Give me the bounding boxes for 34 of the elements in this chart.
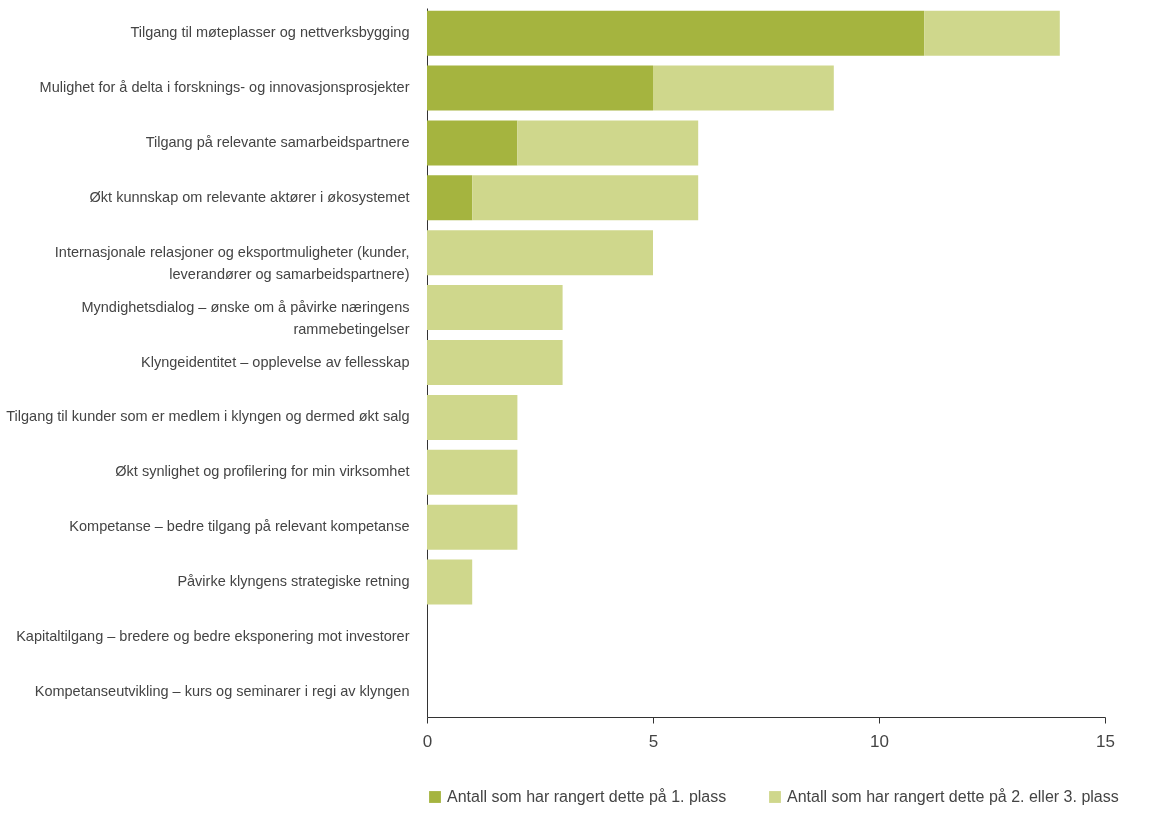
y-tick-label: Internasjonale relasjoner og eksportmuligheter (kunder, leverandører og samarbeidspartnere) [54,243,410,282]
y-tick-label: Økt kunnskap om relevante aktører i økosystemet [89,188,410,205]
bar [427,230,653,276]
y-tick-label: Tilgang til kunder som er medlem i klyngen og dermed økt salg [6,408,410,425]
bar [427,65,653,111]
y-tick-label: Økt synlighet og profilering for min virksomhet [115,463,410,480]
bar [427,285,563,331]
x-tick-label: 15 [1096,731,1115,751]
y-tick-label: Myndighetsdialog – ønske om å påvirke næringens rammebetingelser [81,298,410,337]
bar [427,559,473,605]
bar [472,175,699,221]
y-tick-label: Kapitaltilgang – bredere og bedre eksponering mot investorer [16,627,410,644]
x-tick-label: 0 [422,731,433,751]
bar [427,340,563,385]
y-tick-label: Mulighet for å delta i forsknings- og innovasjonsprosjekter [39,79,410,96]
bar [653,65,834,111]
y-tick-label: Klyngeidentitet – opplevelse av fellesskap [141,353,410,370]
y-tick-label: Kompetanse – bedre tilgang på relevant kompetanse [69,518,410,535]
bar [427,10,925,56]
legend-label: Antall som har rangert dette på 2. eller 3. plass [787,788,1119,805]
bar [427,120,518,166]
y-tick-label: Kompetanseutvikling – kurs og seminarer i regi av klyngen [34,682,410,699]
bar [517,120,699,166]
bar [427,175,473,221]
bar [427,449,518,495]
bar [427,504,518,550]
legend-label: Antall som har rangert dette på 1. plass [447,788,727,805]
x-tick-label: 10 [870,731,889,751]
y-tick-label: Tilgang på relevante samarbeidspartnere [145,134,410,150]
x-tick-label: 5 [648,731,659,751]
bar [427,394,518,440]
y-tick-label: Påvirke klyngens strategiske retning [177,573,410,589]
bar [924,10,1060,56]
y-tick-label: Tilgang til møteplasser og nettverksbygging [130,24,410,41]
